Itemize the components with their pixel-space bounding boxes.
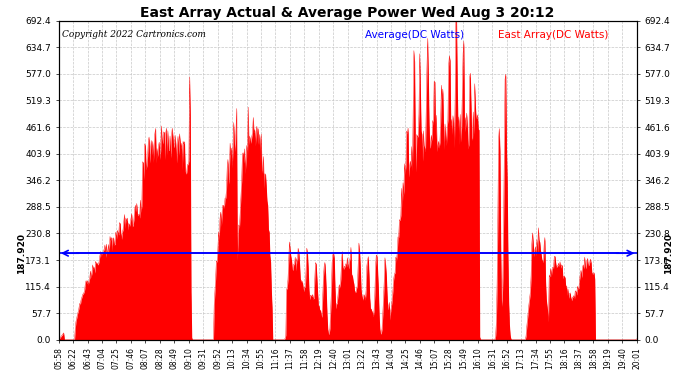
Text: 187.920: 187.920 xyxy=(664,233,673,274)
Text: East Array(DC Watts): East Array(DC Watts) xyxy=(498,30,609,40)
Text: Copyright 2022 Cartronics.com: Copyright 2022 Cartronics.com xyxy=(61,30,206,39)
Text: 187.920: 187.920 xyxy=(17,233,26,274)
Text: Average(DC Watts): Average(DC Watts) xyxy=(365,30,464,40)
Title: East Array Actual & Average Power Wed Aug 3 20:12: East Array Actual & Average Power Wed Au… xyxy=(141,6,555,20)
